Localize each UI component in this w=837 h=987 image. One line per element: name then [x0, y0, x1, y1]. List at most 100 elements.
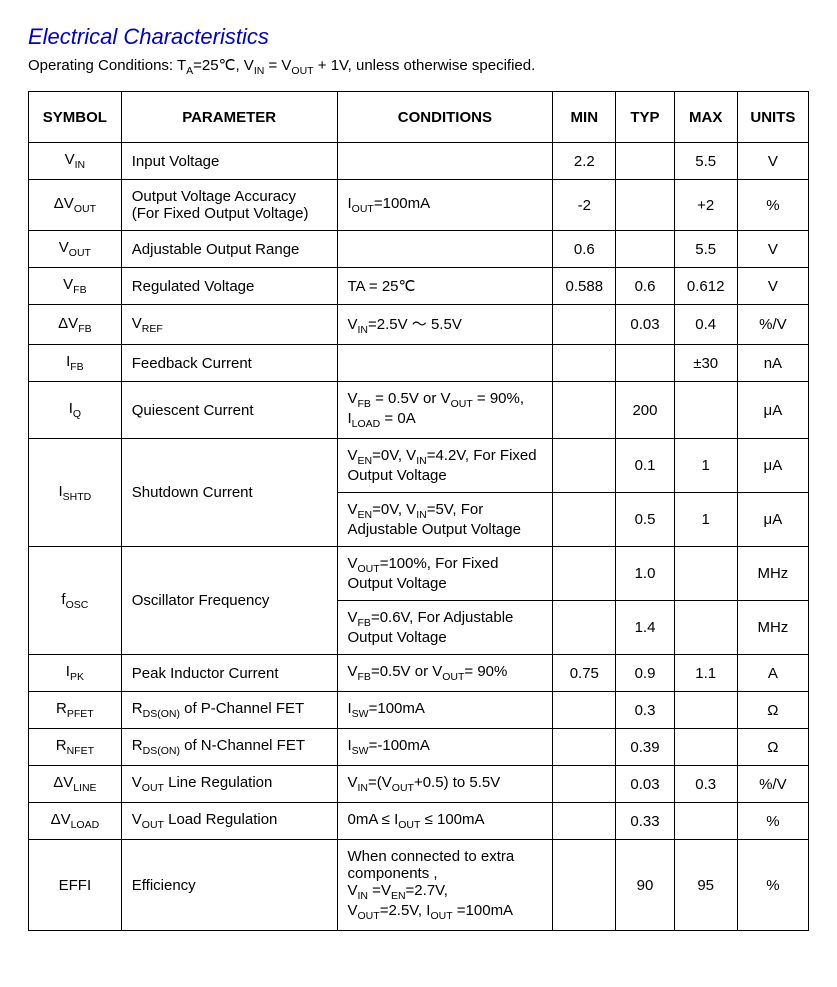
units: Ω	[737, 692, 808, 729]
units: %/V	[737, 766, 808, 803]
table-row: IPK Peak Inductor Current VFB=0.5V or VO…	[29, 655, 809, 692]
c: =100mA	[374, 195, 430, 212]
cond: VFB=0.6V, For Adjustable Output Voltage	[337, 601, 553, 655]
p: V	[132, 811, 142, 828]
sym-sub: PK	[70, 671, 84, 683]
max	[674, 382, 737, 439]
c: FB	[358, 398, 371, 410]
units: %	[737, 840, 808, 931]
param: VOUT Load Regulation	[121, 803, 337, 840]
typ	[616, 345, 674, 382]
c: V	[348, 902, 358, 919]
table-row: RPFET RDS(ON) of P-Channel FET ISW=100mA…	[29, 692, 809, 729]
opcond-sub: IN	[254, 65, 265, 77]
c: = 0.5V or V	[371, 390, 451, 407]
c: EN	[391, 890, 406, 902]
sym-sub: FB	[70, 361, 83, 373]
c: V	[348, 501, 358, 518]
units: Ω	[737, 729, 808, 766]
cond: VOUT=100%, For Fixed Output Voltage	[337, 547, 553, 601]
cond: VEN=0V, VIN=4.2V, For Fixed Output Volta…	[337, 439, 553, 493]
c: =(V	[368, 774, 392, 791]
p: R	[132, 737, 143, 754]
c: V	[348, 390, 358, 407]
c: =-100mA	[369, 737, 430, 754]
min: 0.75	[553, 655, 616, 692]
typ: 0.3	[616, 692, 674, 729]
table-row: ΔVLINE VOUT Line Regulation VIN=(VOUT+0.…	[29, 766, 809, 803]
sym: ΔV	[53, 774, 73, 791]
c: IN	[358, 782, 369, 794]
param: Oscillator Frequency	[121, 547, 337, 655]
param: Peak Inductor Current	[121, 655, 337, 692]
c: V	[348, 774, 358, 791]
typ: 0.03	[616, 305, 674, 345]
opcond-sub: OUT	[291, 65, 313, 77]
units: V	[737, 143, 808, 180]
typ	[616, 143, 674, 180]
c: SW	[352, 745, 369, 757]
section-title: Electrical Characteristics	[28, 24, 809, 50]
max: 5.5	[674, 231, 737, 268]
units: nA	[737, 345, 808, 382]
c: OUT	[430, 910, 452, 922]
c: =0V, V	[372, 447, 416, 464]
cond: IOUT=100mA	[337, 180, 553, 231]
min: 2.2	[553, 143, 616, 180]
sym: R	[56, 737, 67, 754]
units: μA	[737, 493, 808, 547]
typ: 1.0	[616, 547, 674, 601]
sym: ΔV	[54, 195, 74, 212]
min	[553, 601, 616, 655]
max	[674, 692, 737, 729]
c: OUT	[398, 819, 420, 831]
c: IN	[358, 324, 369, 336]
param: Output Voltage Accuracy (For Fixed Outpu…	[121, 180, 337, 231]
sym-sub: FB	[73, 284, 86, 296]
max: 0.612	[674, 268, 737, 305]
p: DS(ON)	[143, 745, 180, 757]
cond: VIN=2.5V ～ 5.5V	[337, 305, 553, 345]
sym-sub: OUT	[74, 203, 96, 215]
c: EN	[358, 509, 373, 521]
sym: ΔV	[51, 811, 71, 828]
typ	[616, 180, 674, 231]
c: V	[348, 555, 358, 572]
min	[553, 382, 616, 439]
c: ≤ 100mA	[420, 811, 484, 828]
table-row: ΔVOUT Output Voltage Accuracy (For Fixed…	[29, 180, 809, 231]
sym-sub: LINE	[73, 782, 96, 794]
units: μA	[737, 439, 808, 493]
cond	[337, 143, 553, 180]
cond: VEN=0V, VIN=5V, For Adjustable Output Vo…	[337, 493, 553, 547]
table-row: VFB Regulated Voltage TA = 25℃ 0.588 0.6…	[29, 268, 809, 305]
min	[553, 803, 616, 840]
opcond-text: + 1V, unless otherwise specified.	[314, 57, 536, 74]
opcond-text: =25℃, V	[193, 57, 254, 74]
max: 95	[674, 840, 737, 931]
units: μA	[737, 382, 808, 439]
min	[553, 729, 616, 766]
header-min: MIN	[553, 92, 616, 143]
c: SW	[352, 708, 369, 720]
header-max: MAX	[674, 92, 737, 143]
sym: ΔV	[58, 315, 78, 332]
c: IN	[416, 509, 427, 521]
table-row: EFFI Efficiency When connected to extra …	[29, 840, 809, 931]
c: 0mA ≤ I	[348, 811, 399, 828]
p: DS(ON)	[143, 708, 180, 720]
max	[674, 729, 737, 766]
min	[553, 439, 616, 493]
param: Quiescent Current	[121, 382, 337, 439]
c: = 0A	[380, 410, 415, 427]
c: V	[348, 447, 358, 464]
p: OUT	[142, 819, 164, 831]
c: OUT	[358, 563, 380, 575]
cond: ISW=100mA	[337, 692, 553, 729]
cond	[337, 231, 553, 268]
header-units: UNITS	[737, 92, 808, 143]
sym-sub: SHTD	[63, 491, 92, 503]
c: =V	[368, 882, 391, 899]
cond: VIN=(VOUT+0.5) to 5.5V	[337, 766, 553, 803]
max: ±30	[674, 345, 737, 382]
